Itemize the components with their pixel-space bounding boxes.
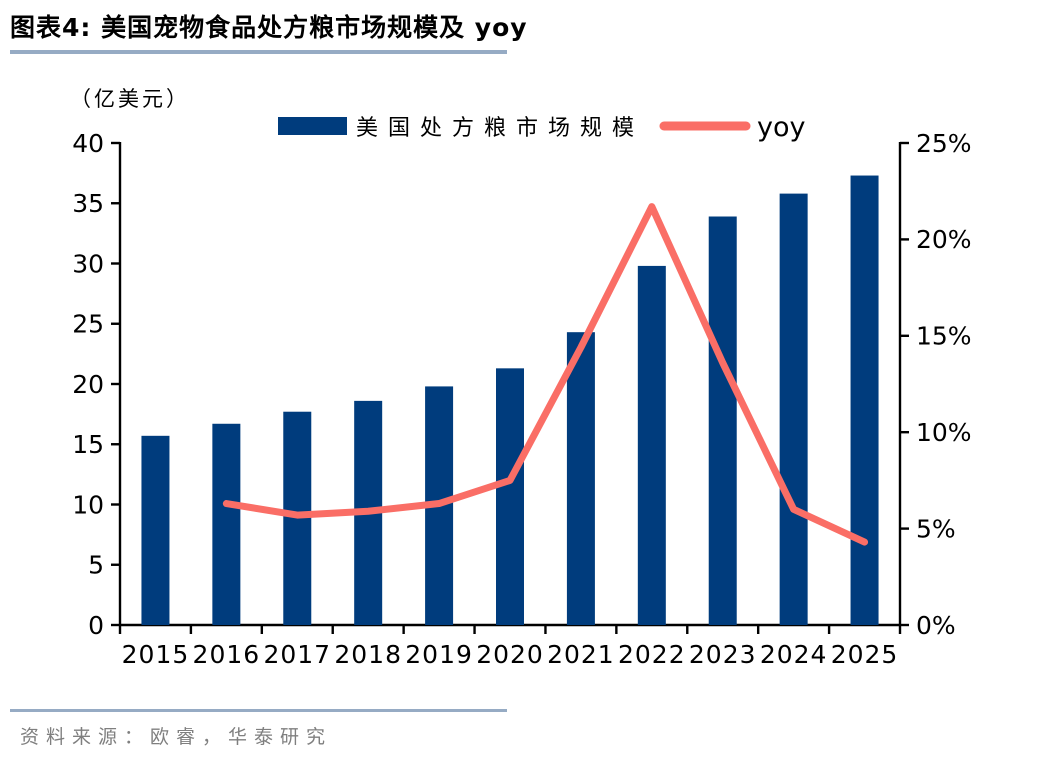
left-axis-tick-label: 15: [72, 430, 104, 459]
left-axis-unit-label: （亿美元）: [70, 87, 190, 111]
x-axis-label: 2018: [334, 640, 402, 669]
x-axis-label: 2025: [831, 640, 899, 669]
x-axis-label: 2021: [547, 640, 615, 669]
bar-2024: [779, 193, 808, 626]
right-axis-tick-label: 5%: [916, 514, 956, 543]
left-axis-tick-label: 5: [88, 551, 104, 580]
bar-2021: [566, 332, 595, 625]
yoy-line: [222, 203, 869, 546]
x-axis-label: 2016: [193, 640, 261, 669]
x-axis-label: 2015: [122, 640, 190, 669]
x-axis-label: 2019: [405, 640, 473, 669]
bar-2016: [212, 423, 241, 625]
bar-2025: [850, 175, 879, 625]
market-size-yoy-chart: （亿美元）05101520253035400%5%10%15%20%25%201…: [70, 87, 972, 669]
x-axis-label: 2017: [263, 640, 331, 669]
legend-bar-label: 美国处方粮市场规模: [356, 116, 644, 141]
source-note: 资料来源：欧睿，华泰研究: [20, 726, 333, 748]
right-axis-tick-label: 25%: [916, 129, 972, 158]
legend-bar-swatch: [278, 117, 347, 135]
right-axis-tick-label: 15%: [916, 322, 972, 351]
x-axis-label: 2024: [760, 640, 828, 669]
chart-title: 图表4: 美国宠物食品处方粮市场规模及 yoy: [10, 13, 528, 42]
left-axis-tick-label: 0: [88, 611, 104, 640]
bar-2022: [637, 265, 666, 625]
left-axis-tick-label: 20: [72, 370, 104, 399]
x-axis-label: 2022: [618, 640, 686, 669]
footer-divider: [10, 709, 507, 712]
left-axis-tick-label: 40: [72, 129, 104, 158]
right-axis-tick-label: 0%: [916, 611, 956, 640]
left-axis-tick-label: 10: [72, 490, 104, 519]
bar-2023: [708, 216, 737, 625]
right-axis-tick-label: 10%: [916, 418, 972, 447]
left-axis-tick-label: 30: [72, 249, 104, 278]
x-axis-label: 2023: [689, 640, 757, 669]
bar-2015: [141, 435, 170, 625]
left-axis-tick-label: 35: [72, 189, 104, 218]
title-divider: [10, 50, 507, 54]
right-axis-tick-label: 20%: [916, 225, 972, 254]
x-axis-label: 2020: [476, 640, 544, 669]
bar-2020: [496, 368, 524, 625]
legend-line-label: yoy: [757, 112, 805, 143]
left-axis-tick-label: 25: [72, 310, 104, 339]
